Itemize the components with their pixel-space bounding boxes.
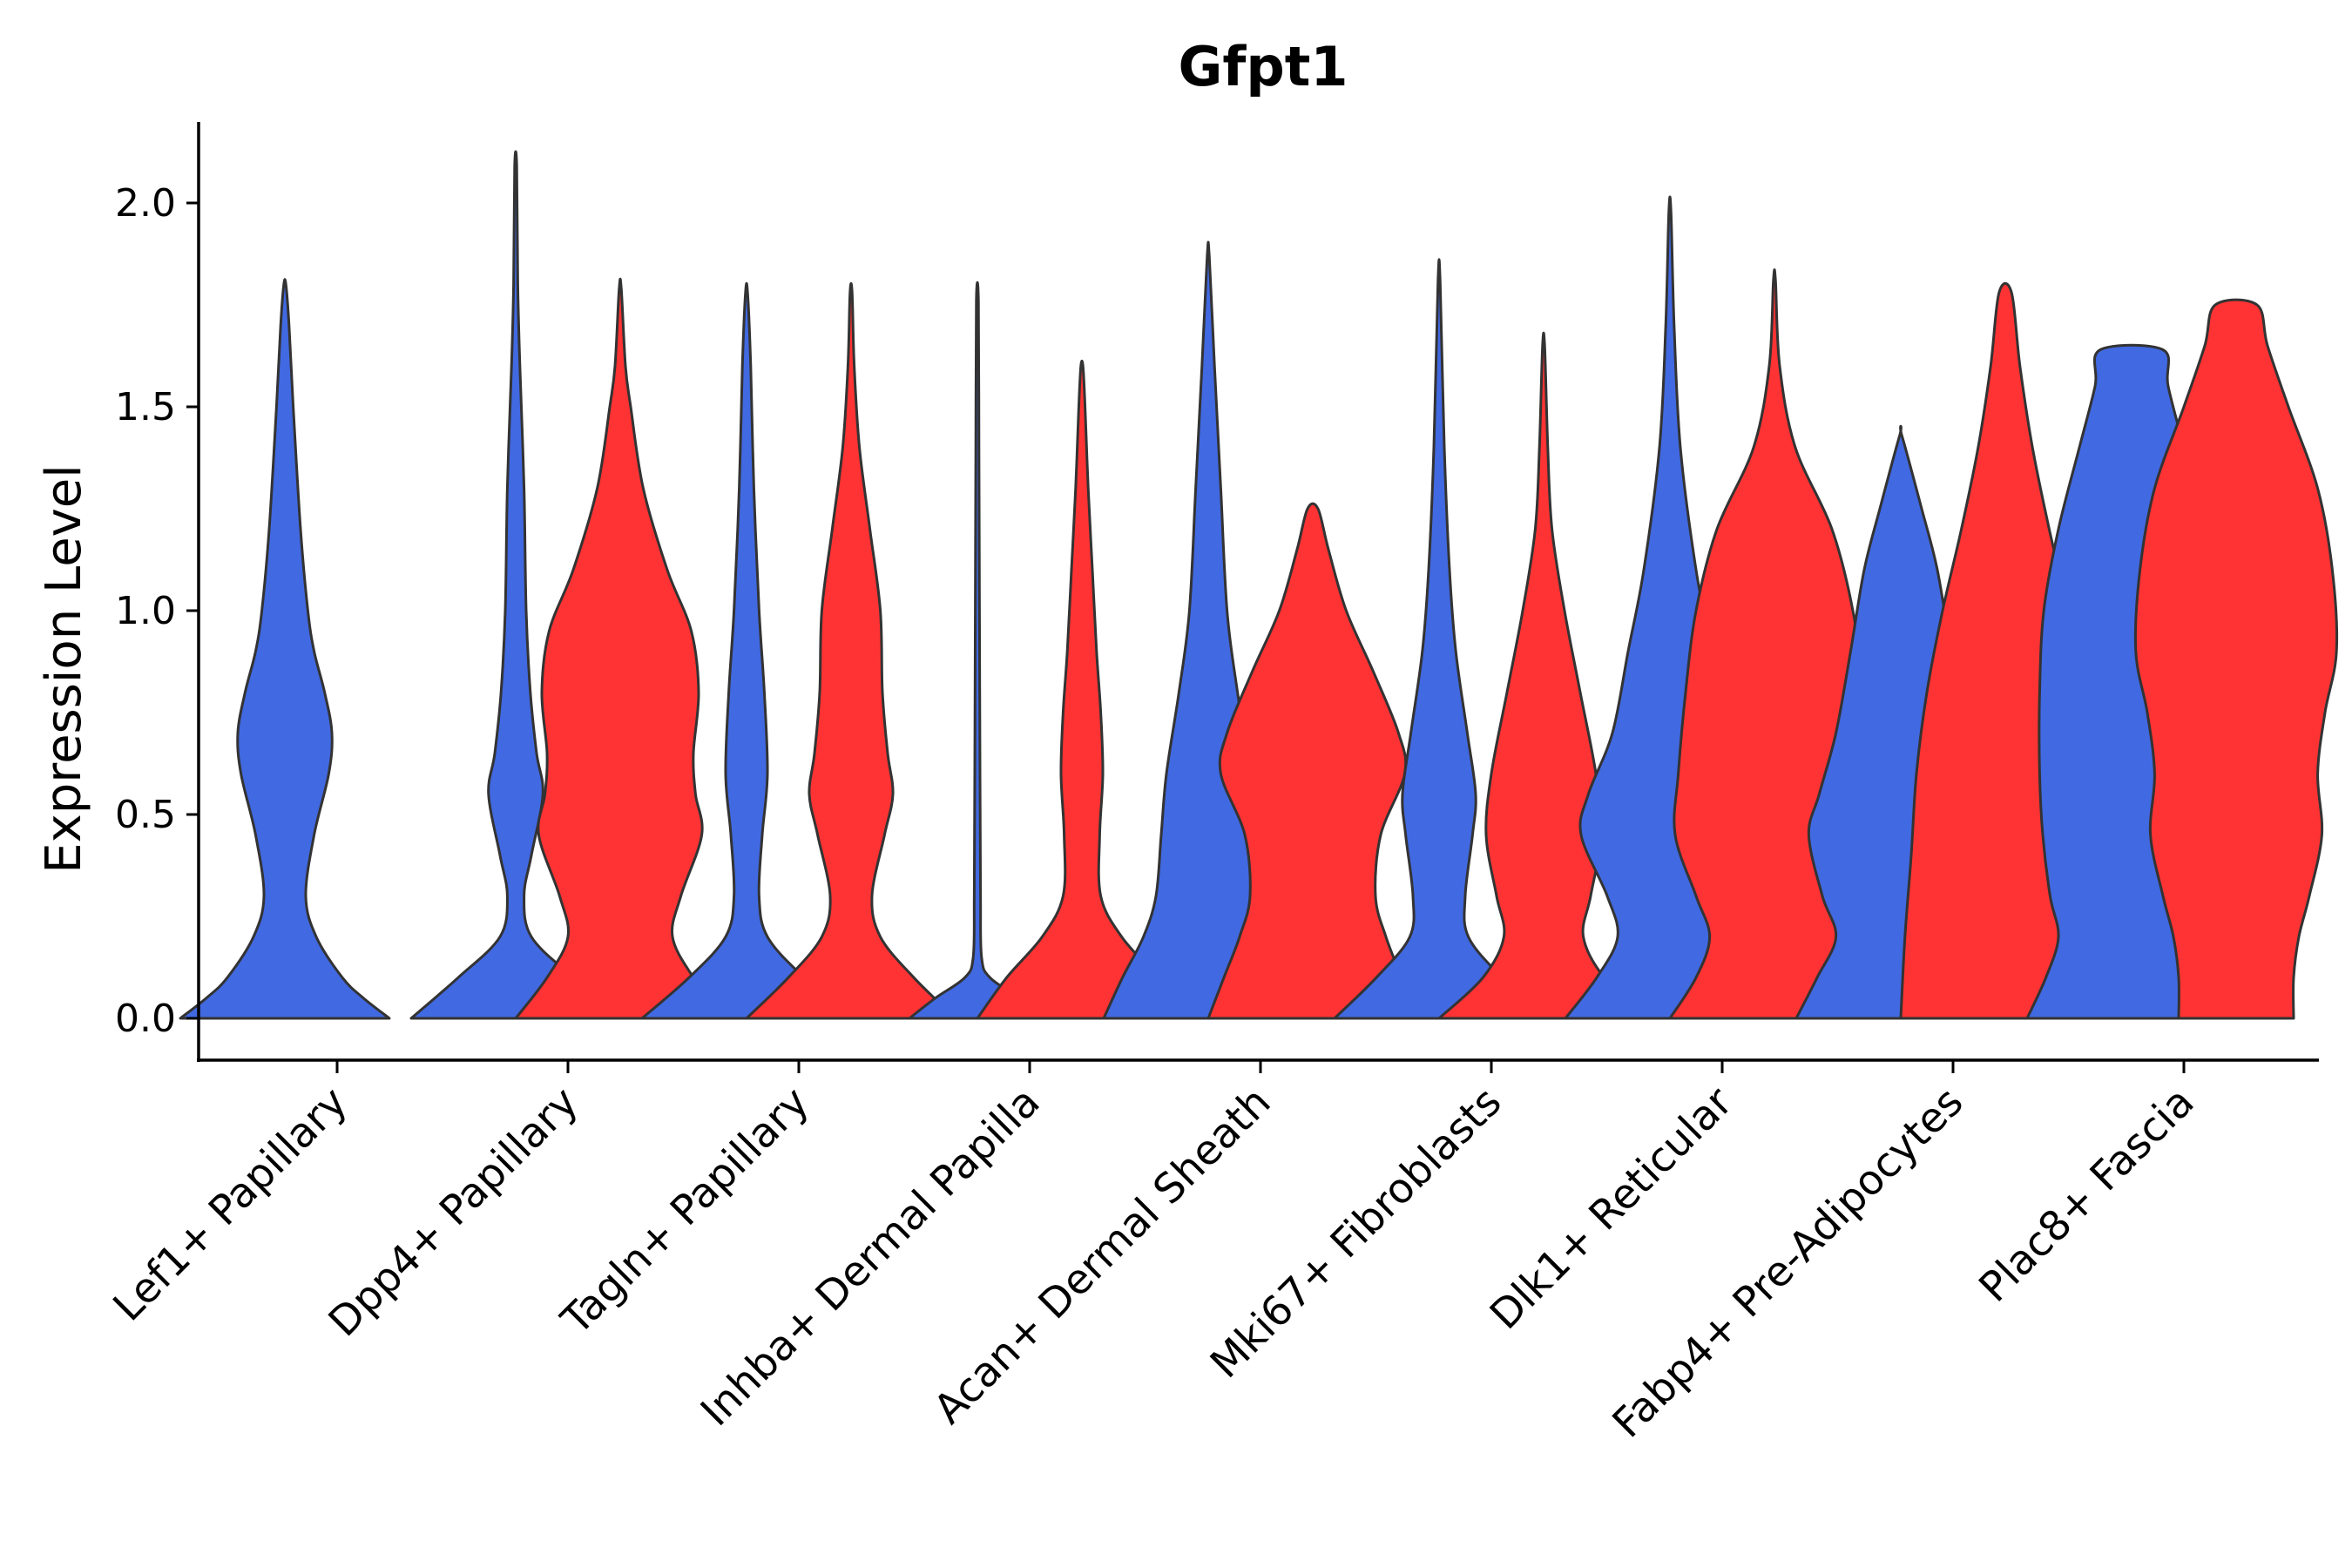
violin-red bbox=[1206, 502, 1419, 1020]
violin-blue bbox=[640, 281, 853, 1020]
axes-layer bbox=[197, 122, 2319, 1062]
y-tick-label: 0.0 bbox=[115, 997, 176, 1041]
violin-blue bbox=[179, 278, 391, 1020]
y-axis-label: Expression Level bbox=[36, 464, 92, 874]
y-tick-label: 2.0 bbox=[115, 181, 176, 226]
x-tick-label: Plac8+ Fascia bbox=[1970, 1078, 2204, 1312]
x-tick-label: Dpp4+ Papillary bbox=[320, 1078, 588, 1347]
y-tick-label: 0.5 bbox=[115, 793, 176, 837]
violin-red bbox=[976, 359, 1188, 1020]
violin-blue bbox=[908, 280, 1047, 1020]
violin-red bbox=[514, 277, 727, 1020]
y-tick-label: 1.0 bbox=[115, 589, 176, 633]
violin-red bbox=[745, 281, 957, 1020]
x-tick-label: Tagln+ Papillary bbox=[552, 1078, 819, 1345]
y-ticks: 0.0 0.5 1.0 1.5 2.0 bbox=[115, 181, 199, 1041]
violin-red bbox=[2133, 298, 2339, 1020]
chart-title: Gfpt1 bbox=[1178, 35, 1348, 98]
violin-blue bbox=[1333, 258, 1545, 1020]
x-tick-label: Dlk1+ Reticular bbox=[1481, 1078, 1742, 1339]
y-tick-label: 1.5 bbox=[115, 385, 176, 429]
x-tick-label: Lef1+ Papillary bbox=[105, 1078, 357, 1331]
violins-layer bbox=[179, 150, 2339, 1020]
